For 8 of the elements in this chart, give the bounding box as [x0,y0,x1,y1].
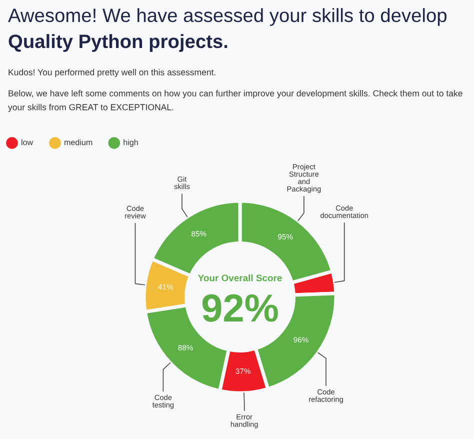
text: high [124,139,138,147]
chart-subtitle: Kudos! You performed pretty well on this assessment. [8,68,216,78]
text: 92% [202,294,278,322]
text: Below, we have left some comments on how you can further improve your development skills. Check them out to take your skills from GREAT to EXCEPTIONAL. [8,90,462,112]
text: Your Overall Score [198,274,282,282]
text: low [22,139,34,146]
chart-title: Awesome! We have assessed your skills to develop Quality Python projects. [8,8,446,52]
text: medium [64,139,92,146]
